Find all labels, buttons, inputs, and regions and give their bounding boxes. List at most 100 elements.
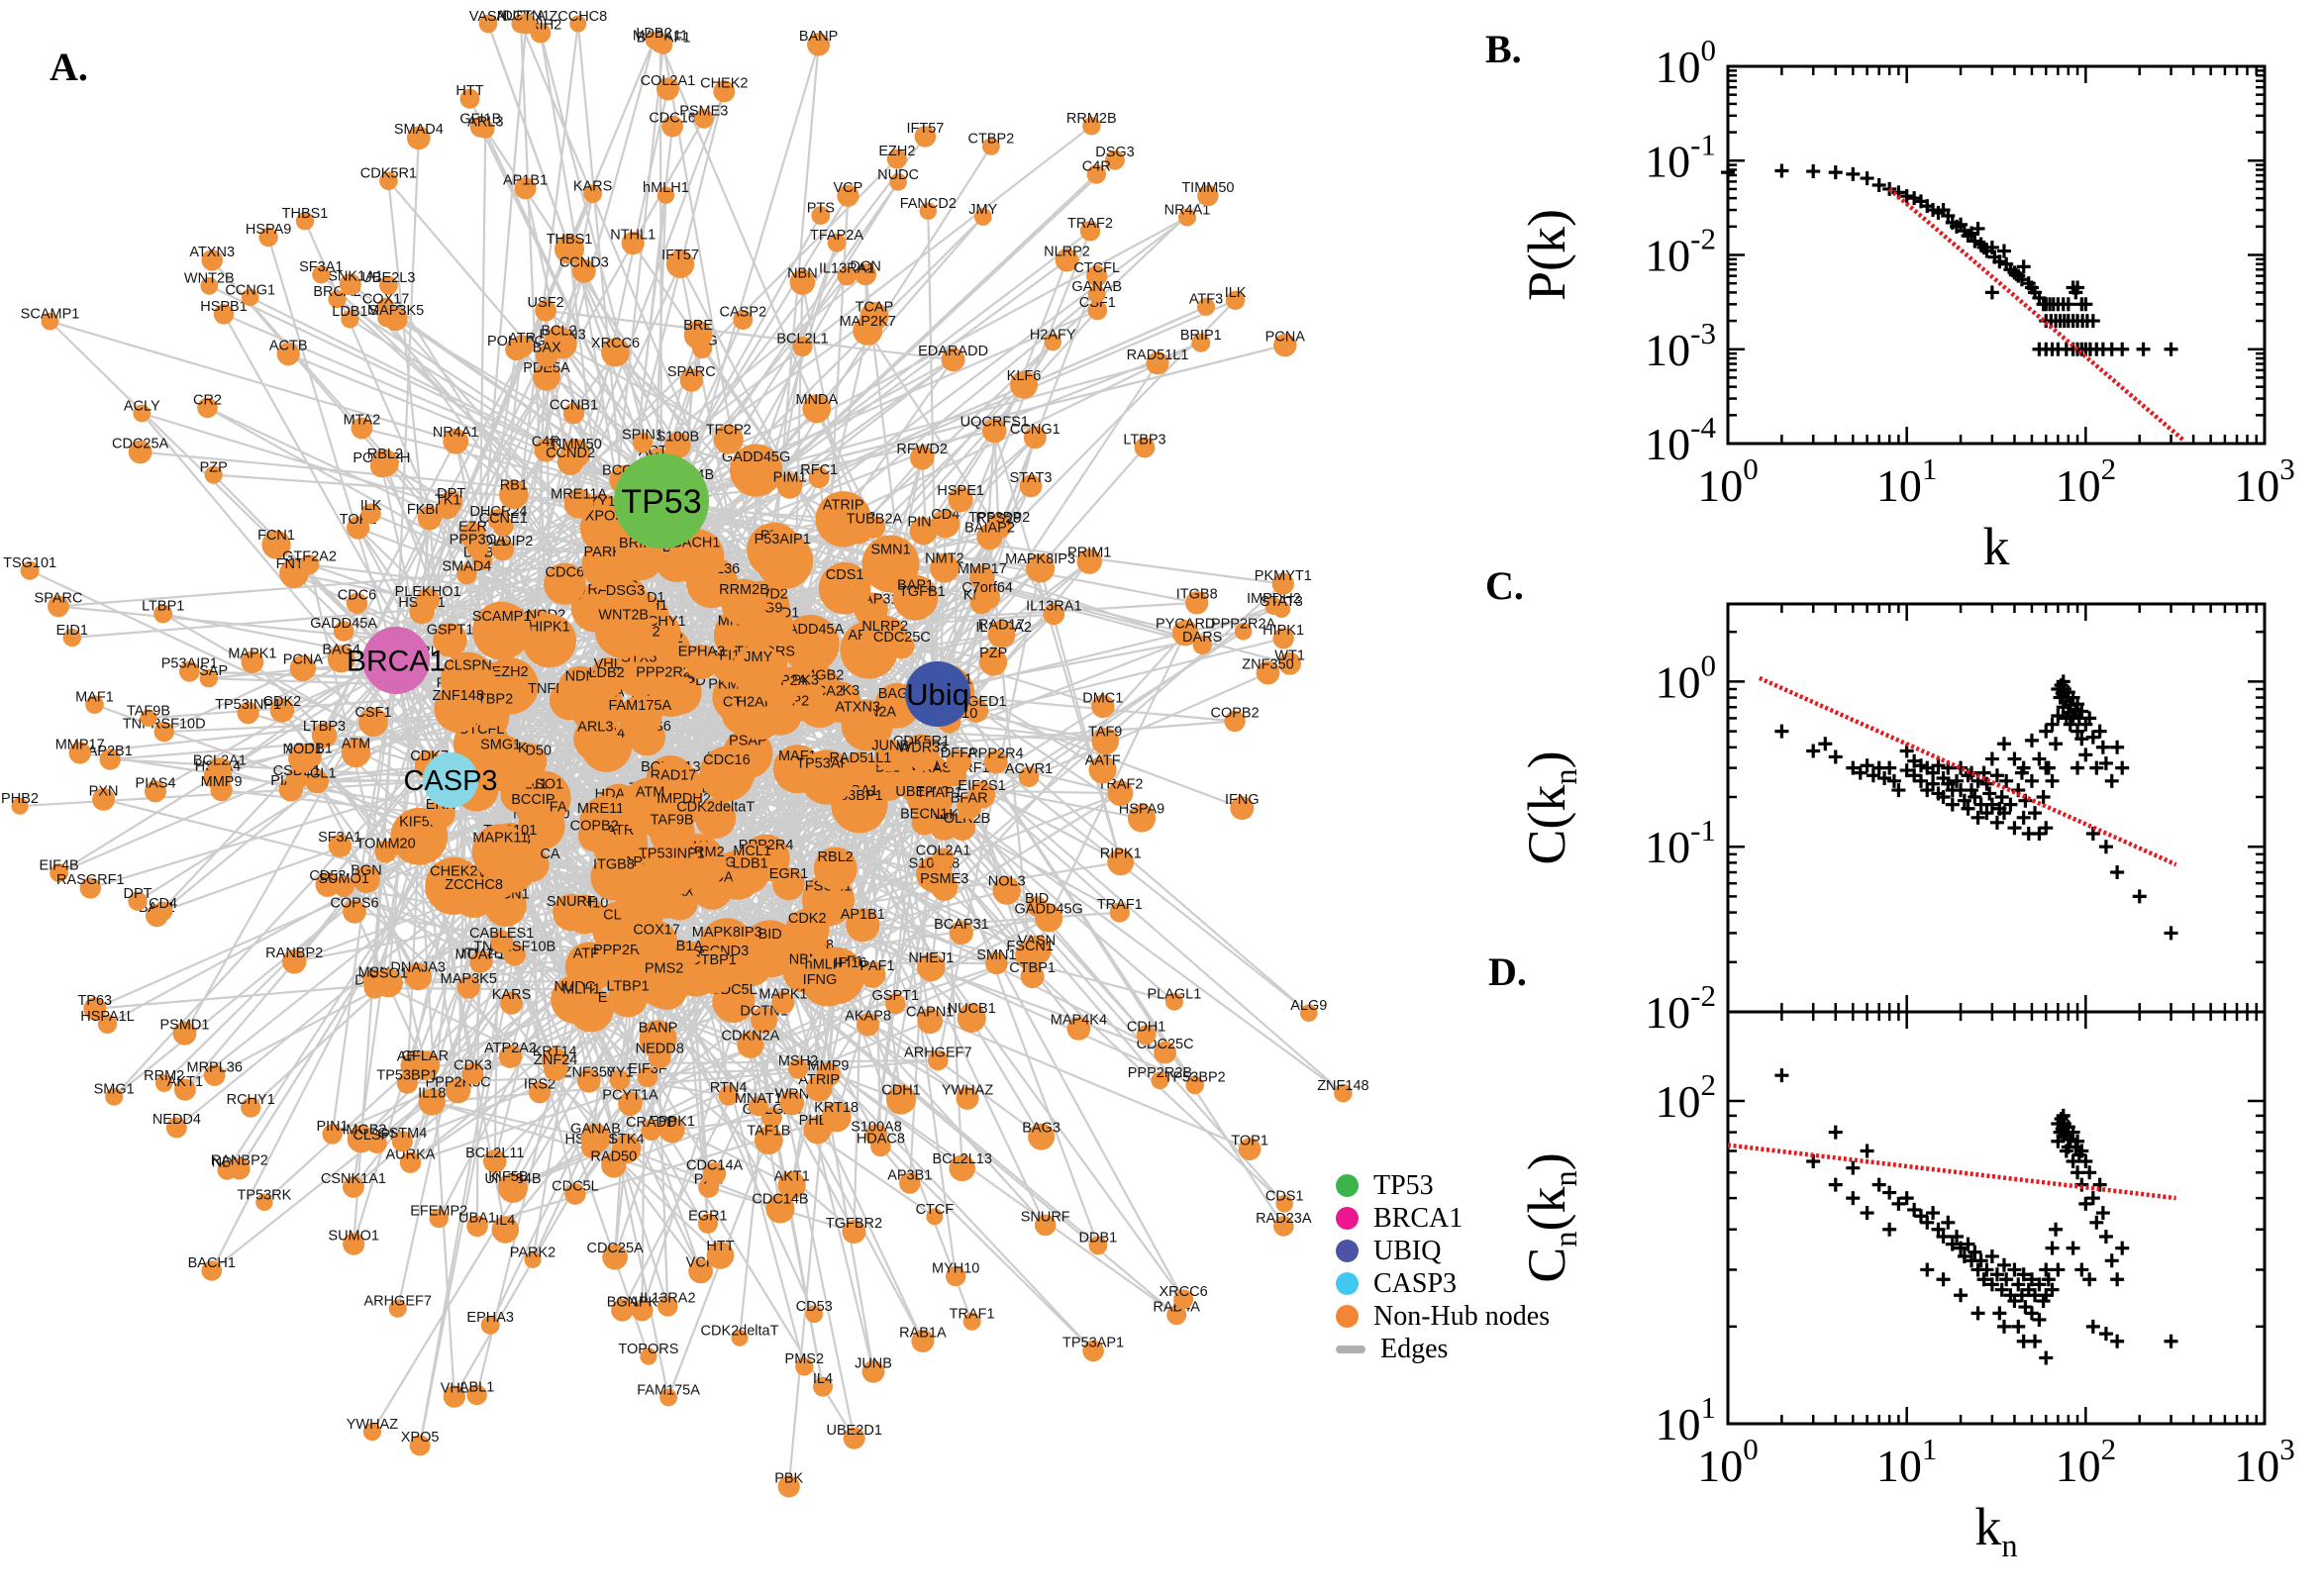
network-node-label: HSPB1 (200, 299, 248, 315)
legend-label: BRCA1 (1373, 1202, 1464, 1234)
network-node-label: PIM1 (773, 469, 807, 485)
network-edge (515, 349, 644, 444)
network-edge (857, 194, 1209, 529)
network-node-label: EGR1 (688, 1208, 728, 1224)
network-node-label: TGFBR2 (826, 1216, 882, 1232)
data-point (1828, 165, 1843, 180)
network-edge (58, 500, 662, 874)
network-node-label: COX17 (633, 922, 680, 938)
network-node-label: TAF9 (1088, 725, 1122, 741)
network-node-label: UBA1 (458, 1211, 496, 1227)
network-node (664, 432, 691, 459)
network-node (706, 1242, 735, 1269)
network-node-label: PSME3 (920, 871, 968, 887)
network-node (683, 320, 713, 349)
x-tick-label: 100 (1697, 451, 1759, 511)
network-node-label: RAD17 (651, 767, 697, 783)
network-node (691, 949, 736, 994)
network-node-label: IFT57 (906, 121, 944, 137)
network-node-label: TP53INP1 (215, 697, 281, 713)
y-tick-label: 100 (1656, 33, 1717, 92)
network-node-label: RANBP2 (211, 1153, 268, 1169)
network-node (908, 743, 938, 771)
network-node-label: SCAMP1 (472, 609, 532, 625)
fit-line (1727, 1143, 2176, 1201)
data-point (1774, 724, 1789, 739)
network-node-label: ABL1 (459, 1379, 494, 1395)
network-node-label: CDK2deltaT (676, 799, 755, 815)
network-node-label: SF3A1 (299, 259, 343, 275)
network-node-label: S100A8 (851, 1120, 902, 1136)
network-node (315, 872, 341, 897)
network-node (601, 1152, 627, 1178)
network-edge (427, 379, 693, 601)
network-node (281, 948, 307, 974)
network-node-label: HIPK1 (529, 620, 570, 636)
network-node (571, 258, 596, 283)
network-node (956, 1086, 979, 1110)
network-node-label: CDC16 (703, 752, 751, 768)
network-node-label: EDARADD (918, 344, 988, 359)
network-node-label: TAF1B (747, 1124, 790, 1140)
network-node-label: RBL2 (818, 849, 854, 865)
network-node (713, 424, 744, 454)
tp53-label: TP53 (621, 483, 701, 521)
network-node (373, 968, 403, 998)
network-node-label: SMAD4 (394, 122, 444, 138)
network-node (751, 1006, 778, 1034)
network-node (499, 479, 529, 510)
network-node (636, 920, 678, 962)
network-node (516, 793, 551, 827)
data-point (1954, 1288, 1969, 1303)
network-node-label: NTHL1 (610, 228, 656, 244)
network-legend: TP53 BRCA1 UBIQ CASP3 Non-Hub nodes Edges (1336, 1169, 1550, 1365)
network-node-label: AURKA (386, 1147, 436, 1163)
network-edge (431, 1101, 596, 1140)
axis-frame (1726, 1010, 2267, 1426)
network-node (543, 1056, 568, 1081)
network-edge (660, 195, 850, 502)
network-node (285, 767, 308, 790)
data-point (2070, 760, 2085, 775)
network-node-label: DARS (1182, 630, 1222, 646)
network-node-label: LDB1 (332, 304, 367, 320)
network-node (949, 814, 976, 842)
network-node-label: ATP2A2 (484, 1041, 537, 1056)
network-edge (866, 330, 1056, 616)
network-node (805, 974, 835, 1004)
network-node-label: IL4 (495, 1213, 515, 1229)
network-node-label: AKT1 (167, 1074, 203, 1090)
network-node (737, 1031, 764, 1058)
data-point (1945, 797, 1960, 812)
network-node-label: ATF3 (1189, 292, 1223, 308)
network-node (1224, 710, 1246, 733)
network-node-label: WNT2B (598, 608, 649, 624)
network-node (931, 509, 960, 539)
network-node (632, 433, 654, 453)
network-node-label: PPP3CA (450, 532, 507, 548)
network-node (695, 798, 737, 839)
network-node (556, 449, 584, 475)
data-point (2115, 1241, 2130, 1255)
network-node-label: EZR (458, 519, 487, 535)
network-node (481, 737, 520, 775)
network-node-label: GSTM4 (377, 1126, 427, 1142)
network-node-label: ARL3 (577, 720, 613, 736)
network-node (853, 316, 883, 346)
network-edge (802, 970, 875, 1372)
network-node-label: KARS (492, 987, 532, 1003)
network-node (1109, 902, 1130, 923)
network-edge (818, 886, 946, 1090)
network-node (949, 1154, 975, 1182)
network-node (641, 1120, 662, 1141)
network-node-label: BCL2L11 (465, 1146, 524, 1161)
network-node (1273, 1216, 1294, 1237)
network-node-label: SUMO1 (318, 871, 369, 887)
legend-item-ubiq: UBIQ (1336, 1235, 1550, 1267)
network-node (522, 613, 576, 668)
network-edge (894, 905, 1038, 1005)
network-node (446, 1078, 471, 1104)
data-point (1860, 1206, 1874, 1221)
network-node-label: BRIP1 (1180, 328, 1222, 344)
